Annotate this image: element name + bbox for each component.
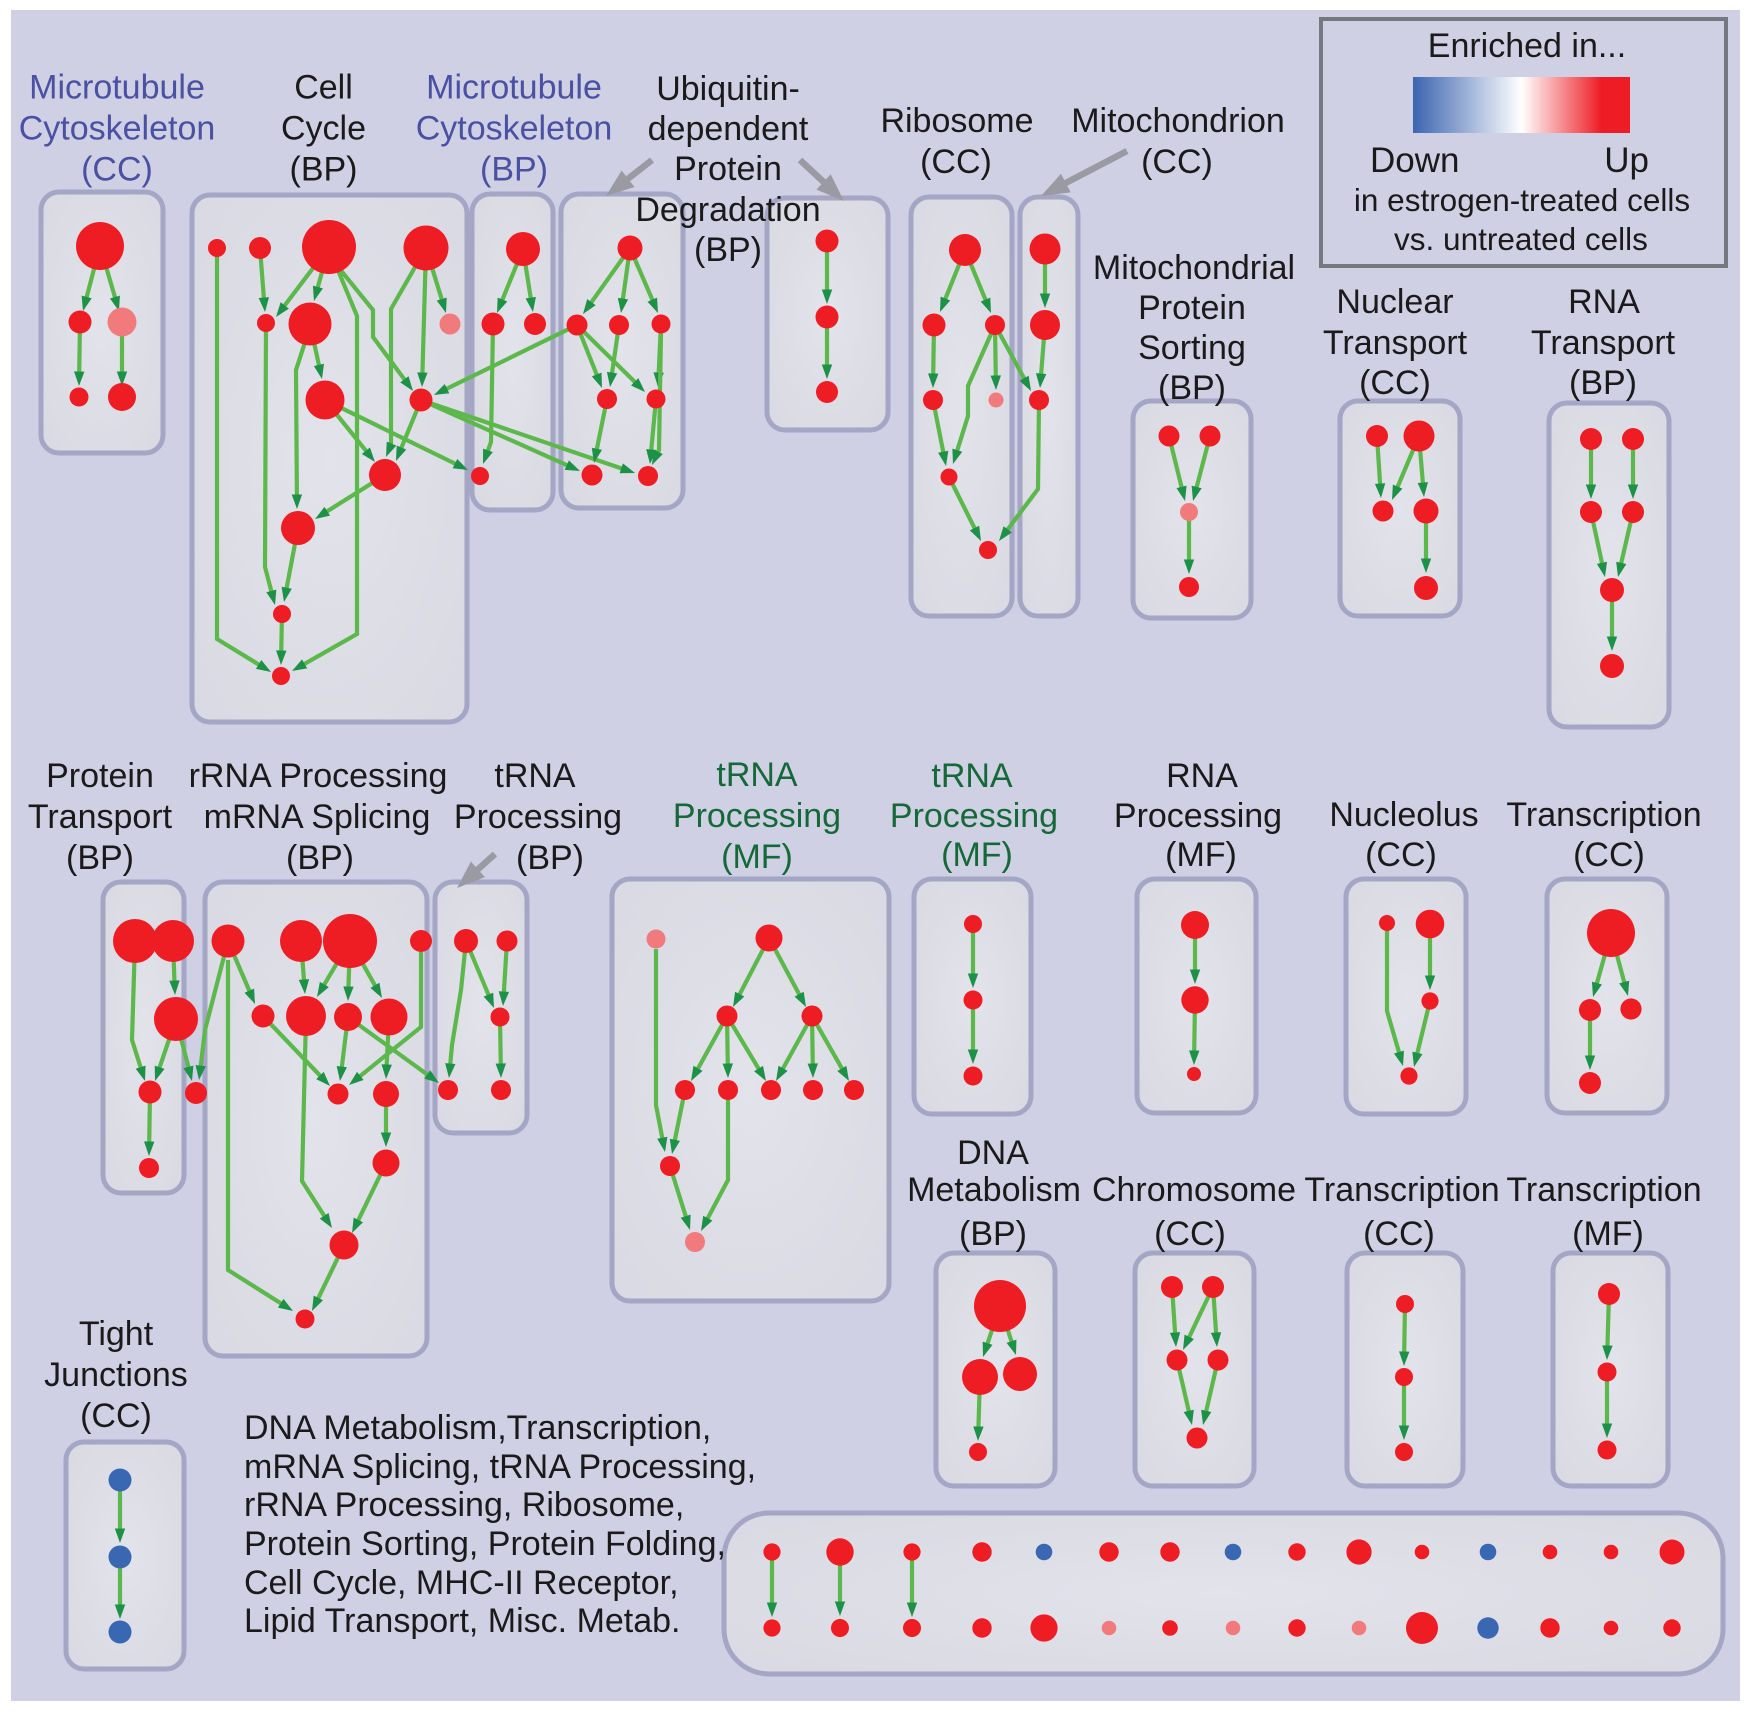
svg-text:Cell: Cell (294, 69, 353, 107)
svg-text:Ribosome: Ribosome (880, 102, 1033, 140)
svg-text:Enriched in...: Enriched in... (1428, 27, 1626, 65)
svg-text:Transport: Transport (28, 798, 173, 836)
svg-text:(CC): (CC) (1141, 143, 1213, 181)
svg-text:(BP): (BP) (1569, 364, 1637, 402)
svg-text:(MF): (MF) (941, 836, 1013, 874)
svg-text:Cycle: Cycle (281, 110, 366, 148)
svg-text:(CC): (CC) (1365, 836, 1437, 874)
svg-text:Cytoskeleton: Cytoskeleton (19, 110, 216, 148)
svg-text:(BP): (BP) (286, 839, 354, 877)
svg-text:Tight: Tight (79, 1315, 154, 1353)
svg-text:Mitochondrial: Mitochondrial (1093, 249, 1295, 287)
svg-text:RNA: RNA (1166, 757, 1238, 795)
svg-text:Degradation: Degradation (635, 191, 820, 229)
svg-text:Up: Up (1604, 141, 1649, 180)
svg-text:(CC): (CC) (920, 143, 992, 181)
svg-text:Protein: Protein (674, 150, 782, 188)
svg-text:DNA Metabolism,Transcription,: DNA Metabolism,Transcription, (244, 1409, 711, 1447)
svg-text:(MF): (MF) (1165, 836, 1237, 874)
svg-text:Transport: Transport (1531, 324, 1676, 362)
svg-text:tRNA: tRNA (716, 756, 798, 794)
svg-text:Protein: Protein (46, 757, 154, 795)
svg-text:(BP): (BP) (290, 151, 358, 189)
svg-text:Microtubule: Microtubule (29, 69, 205, 107)
svg-text:in estrogen-treated cells: in estrogen-treated cells (1354, 182, 1690, 218)
svg-text:Sorting: Sorting (1138, 329, 1246, 367)
svg-text:mRNA Splicing, tRNA Processing: mRNA Splicing, tRNA Processing, (244, 1448, 756, 1486)
svg-text:Ubiquitin-: Ubiquitin- (656, 70, 800, 108)
svg-text:Down: Down (1370, 141, 1459, 180)
svg-text:Transcription: Transcription (1506, 796, 1701, 834)
svg-text:tRNA: tRNA (931, 757, 1013, 795)
svg-text:Transport: Transport (1323, 324, 1468, 362)
svg-text:Transcription: Transcription (1304, 1171, 1499, 1209)
svg-text:Nucleolus: Nucleolus (1329, 796, 1478, 834)
svg-text:tRNA: tRNA (494, 757, 576, 795)
svg-text:Cytoskeleton: Cytoskeleton (416, 110, 613, 148)
svg-text:(CC): (CC) (81, 151, 153, 189)
svg-text:(BP): (BP) (1158, 369, 1226, 407)
svg-text:(CC): (CC) (1573, 836, 1645, 874)
svg-text:vs. untreated cells: vs. untreated cells (1394, 221, 1648, 257)
svg-text:Nuclear: Nuclear (1336, 283, 1453, 321)
svg-text:Metabolism: Metabolism (907, 1171, 1081, 1209)
svg-text:Processing: Processing (673, 797, 841, 835)
svg-text:(BP): (BP) (66, 839, 134, 877)
svg-text:Processing: Processing (890, 797, 1058, 835)
svg-text:rRNA Processing, Ribosome,: rRNA Processing, Ribosome, (244, 1486, 684, 1524)
svg-text:(CC): (CC) (1154, 1215, 1226, 1253)
svg-text:Protein: Protein (1138, 289, 1246, 327)
svg-text:Junctions: Junctions (44, 1356, 188, 1394)
svg-text:(BP): (BP) (959, 1215, 1027, 1253)
svg-text:Chromosome: Chromosome (1092, 1171, 1296, 1209)
svg-text:Microtubule: Microtubule (426, 69, 602, 107)
svg-text:(MF): (MF) (1572, 1215, 1644, 1253)
svg-text:Mitochondrion: Mitochondrion (1071, 102, 1285, 140)
svg-text:Protein Sorting, Protein Foldi: Protein Sorting, Protein Folding, (244, 1525, 726, 1563)
svg-text:dependent: dependent (648, 110, 809, 148)
svg-text:(BP): (BP) (516, 839, 584, 877)
svg-text:(BP): (BP) (480, 151, 548, 189)
svg-text:(CC): (CC) (80, 1397, 152, 1435)
svg-text:DNA: DNA (957, 1134, 1029, 1172)
svg-text:mRNA Splicing: mRNA Splicing (204, 798, 431, 836)
svg-text:Cell Cycle, MHC-II Receptor,: Cell Cycle, MHC-II Receptor, (244, 1564, 679, 1602)
svg-text:Lipid Transport, Misc. Metab.: Lipid Transport, Misc. Metab. (244, 1602, 681, 1640)
svg-text:(MF): (MF) (721, 838, 793, 876)
svg-text:Processing: Processing (454, 798, 622, 836)
svg-text:Transcription: Transcription (1506, 1171, 1701, 1209)
svg-text:Processing: Processing (1114, 797, 1282, 835)
svg-text:RNA: RNA (1568, 283, 1640, 321)
svg-text:(BP): (BP) (694, 231, 762, 269)
svg-text:(CC): (CC) (1363, 1215, 1435, 1253)
svg-text:rRNA Processing: rRNA Processing (189, 757, 448, 795)
svg-text:(CC): (CC) (1359, 364, 1431, 402)
